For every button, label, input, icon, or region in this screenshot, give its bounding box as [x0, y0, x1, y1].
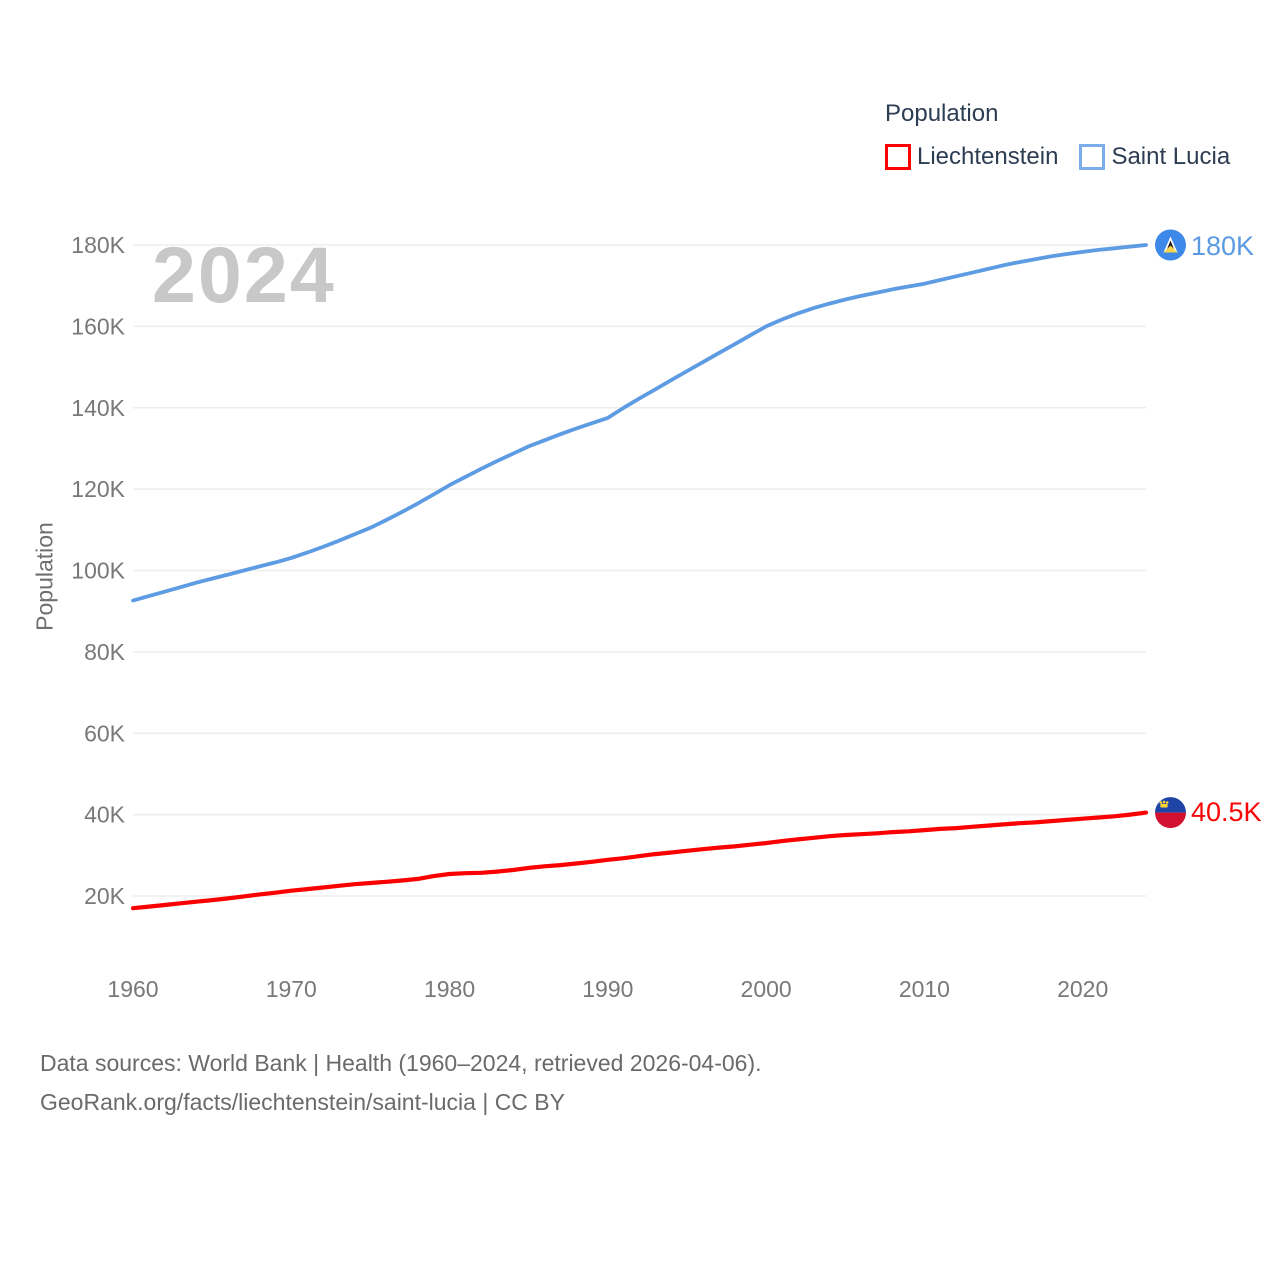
x-tick-label: 1970 — [266, 976, 317, 1002]
x-tick-label: 1960 — [107, 976, 158, 1002]
chart-footer: Data sources: World Bank | Health (1960–… — [40, 1044, 762, 1122]
legend-label-saint-lucia: Saint Lucia — [1111, 143, 1231, 170]
y-tick-label: 20K — [84, 883, 126, 909]
legend-item-saint-lucia[interactable]: Saint Lucia — [1079, 143, 1230, 171]
series-line-liechtenstein — [130, 810, 1149, 911]
grid-layer — [133, 244, 1146, 897]
y-axis-title: Population — [31, 522, 58, 631]
x-tick-label: 2000 — [741, 976, 792, 1002]
y-tick-label: 40K — [84, 802, 126, 828]
legend-title: Population — [885, 100, 999, 127]
y-tick-label: 120K — [71, 476, 125, 502]
liechtenstein-swatch-icon — [885, 144, 911, 170]
y-tick-label: 160K — [71, 313, 125, 339]
y-tick-label: 180K — [71, 232, 125, 258]
legend-item-liechtenstein[interactable]: Liechtenstein — [885, 143, 1058, 171]
chart-legend: Population Liechtenstein Saint Lucia — [885, 100, 1230, 171]
y-tick-label: 80K — [84, 639, 126, 665]
footer-attribution: GeoRank.org/facts/liechtenstein/saint-lu… — [40, 1089, 565, 1115]
series-line-saint-lucia — [131, 243, 1148, 603]
footer-data-sources: Data sources: World Bank | Health (1960–… — [40, 1050, 762, 1076]
saint-lucia-end-value-label: 180K — [1191, 231, 1255, 261]
population-line-chart[interactable]: 2024 20K 40K 60K 80K 100K 120K 140K 160K 180K 196… — [0, 0, 1280, 1030]
saint-lucia-swatch-icon — [1079, 144, 1106, 170]
watermark-year: 2024 — [152, 230, 336, 319]
series-layer — [130, 243, 1149, 911]
axis-layer: 20K 40K 60K 80K 100K 120K 140K 160K 180K 1960 1970… — [71, 232, 1108, 1002]
x-tick-label: 2010 — [899, 976, 950, 1002]
y-tick-label: 140K — [71, 395, 125, 421]
watermark-layer: 2024 — [152, 230, 336, 319]
x-tick-label: 1980 — [424, 976, 475, 1002]
x-tick-label: 2020 — [1057, 976, 1108, 1002]
liechtenstein-flag-icon — [1155, 797, 1186, 829]
saint-lucia-flag-icon — [1155, 229, 1186, 261]
legend-label-liechtenstein: Liechtenstein — [917, 143, 1059, 170]
x-tick-label: 1990 — [582, 976, 633, 1002]
y-tick-label: 60K — [84, 720, 126, 746]
liechtenstein-end-value-label: 40.5K — [1191, 797, 1262, 827]
y-tick-label: 100K — [71, 558, 125, 584]
